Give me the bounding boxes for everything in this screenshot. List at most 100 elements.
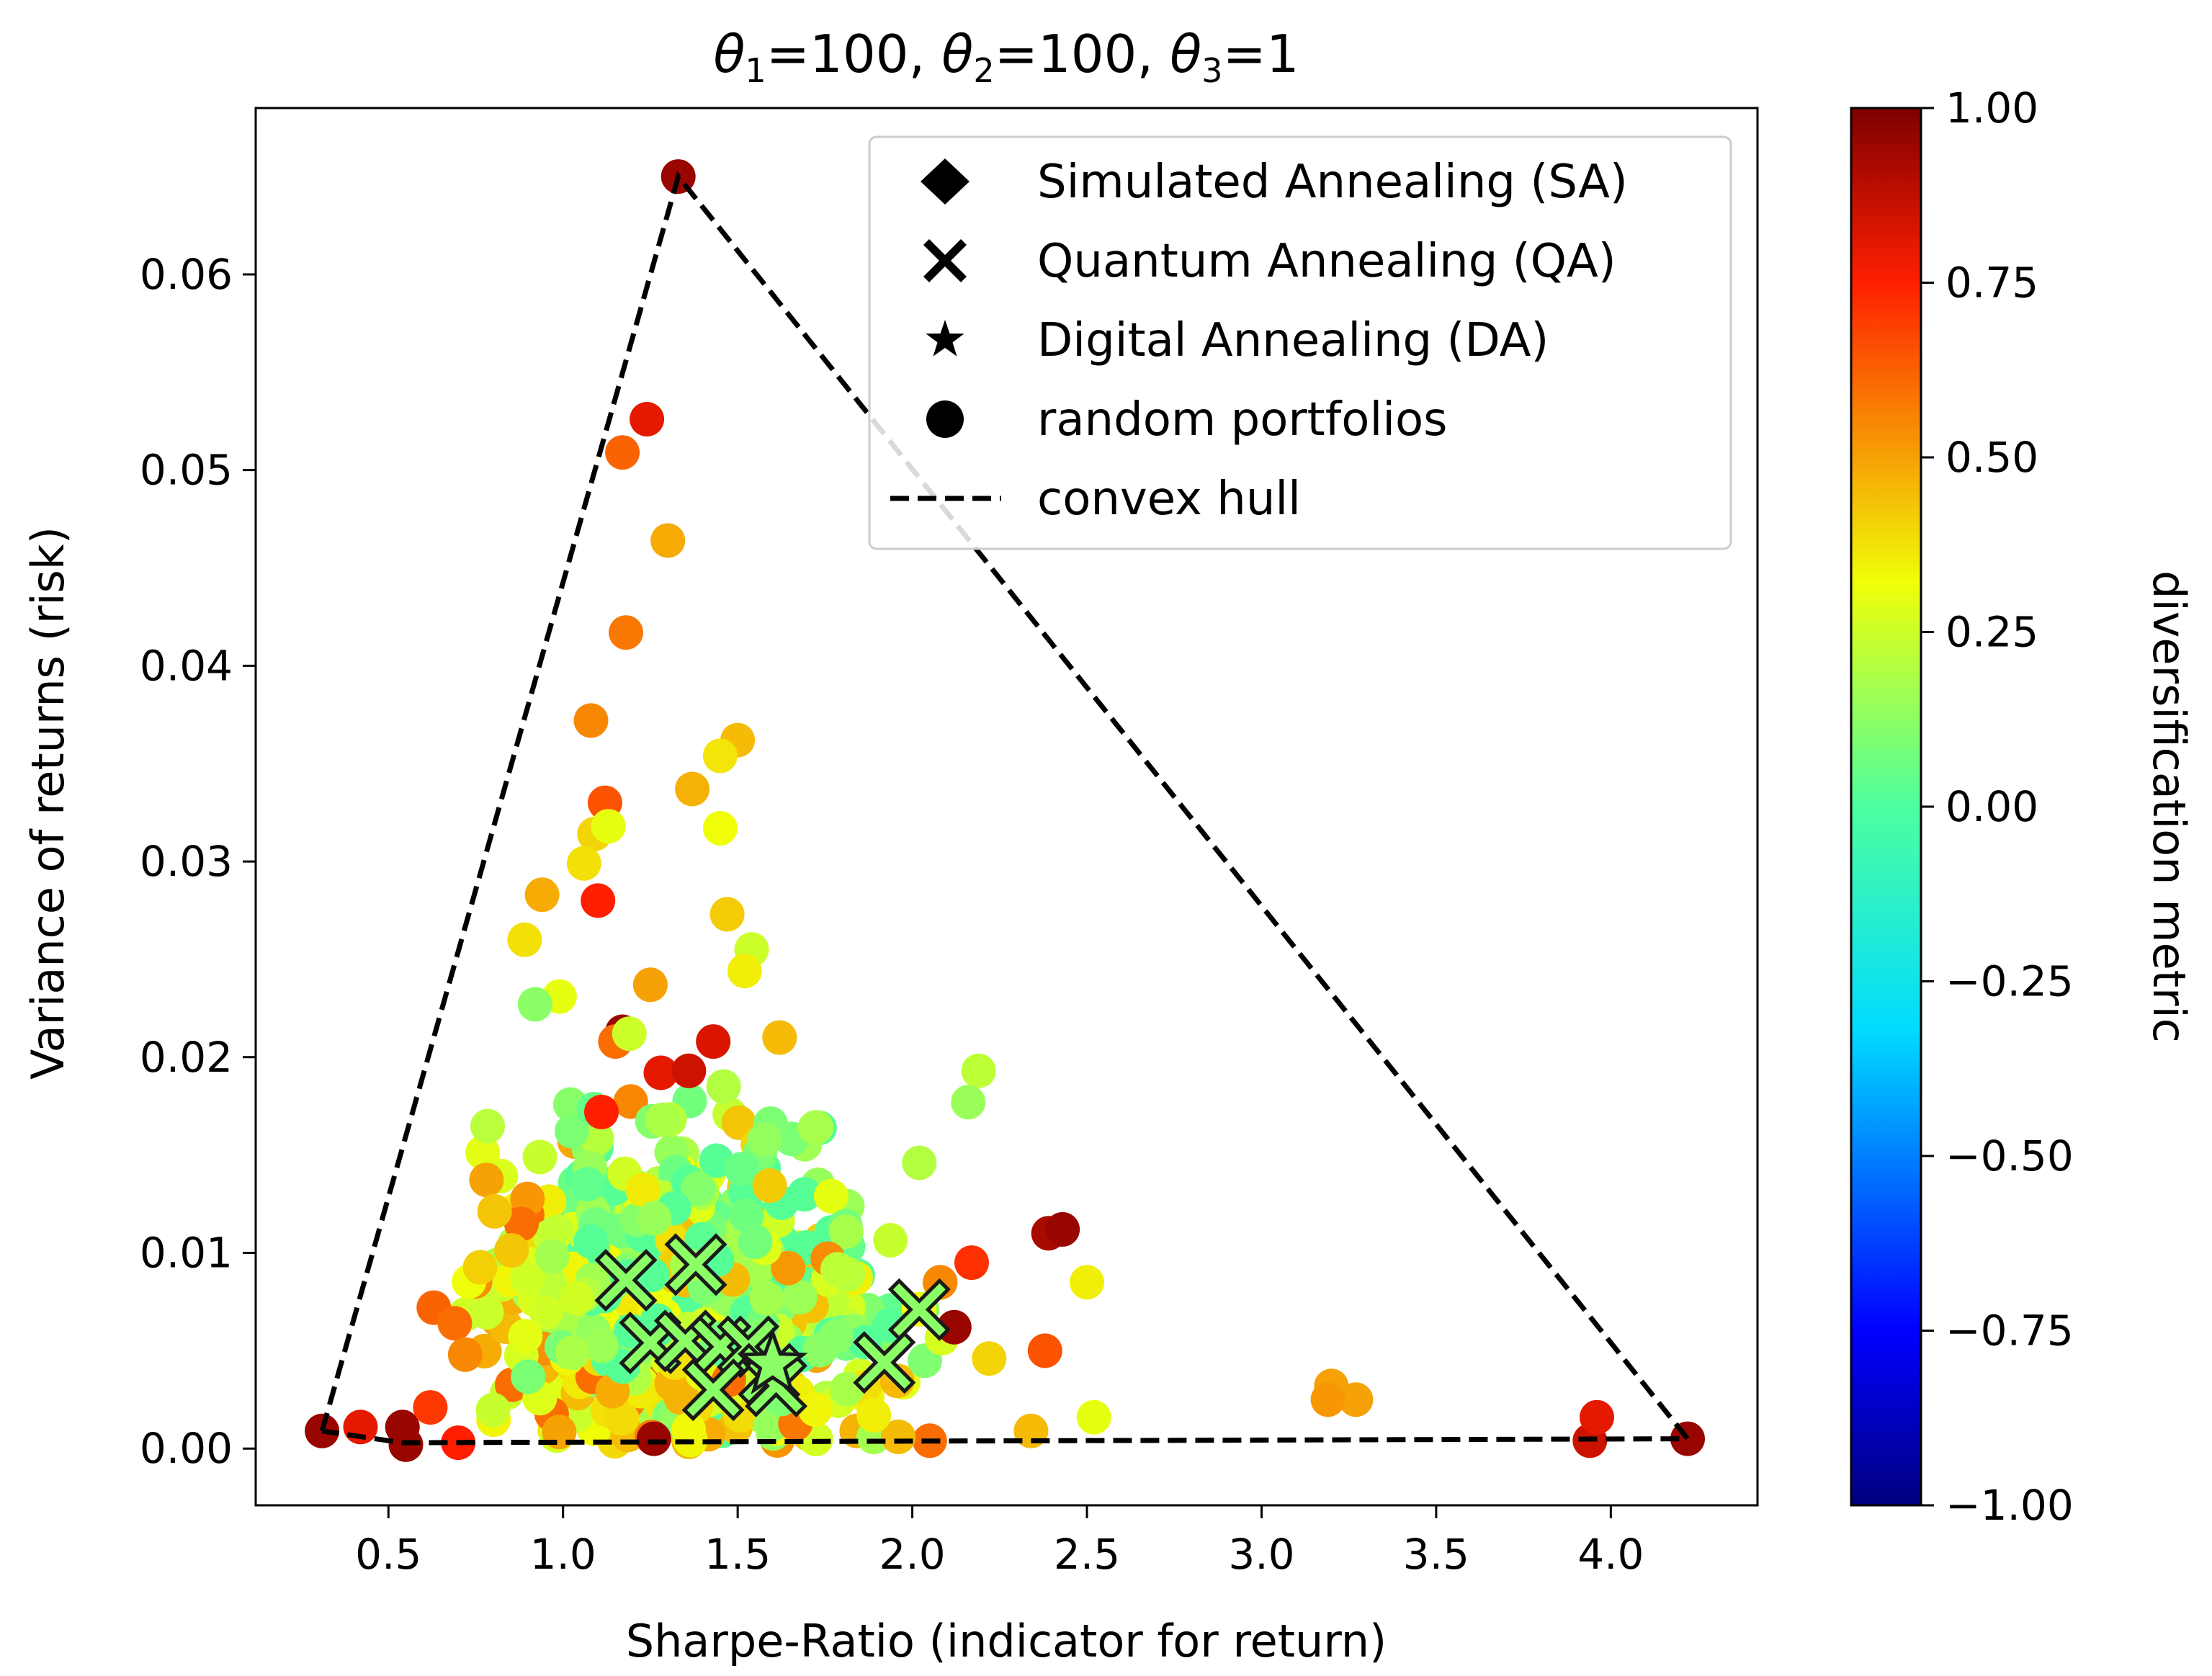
- random-portfolio-point: [873, 1223, 908, 1258]
- y-tick-label: 0.03: [140, 837, 233, 886]
- y-tick-label: 0.02: [140, 1033, 233, 1082]
- random-portfolio-point: [591, 809, 626, 844]
- legend-item-sa: Simulated Annealing (SA): [921, 156, 1628, 209]
- random-portfolio-point: [605, 435, 640, 470]
- random-portfolio-point: [462, 1250, 498, 1285]
- random-portfolio-point: [1338, 1382, 1374, 1417]
- random-portfolio-point: [725, 1152, 759, 1187]
- x-tick-label: 2.0: [879, 1530, 945, 1579]
- legend-label-qa: Quantum Annealing (QA): [1037, 235, 1616, 288]
- random-portfolio-point: [1310, 1382, 1345, 1417]
- random-portfolio-point: [508, 1319, 543, 1354]
- plot-frame: [254, 107, 1759, 1507]
- legend-item-qa: Quantum Annealing (QA): [923, 235, 1616, 288]
- random-portfolio-point: [702, 810, 738, 846]
- random-portfolio-point: [517, 987, 552, 1022]
- colorbar-tick-label: −0.75: [1945, 1307, 2074, 1355]
- random-portfolios-outliers: [305, 159, 1705, 1462]
- random-portfolio-point: [612, 1016, 647, 1052]
- legend-item-random: random portfolios: [926, 393, 1448, 447]
- random-portfolio-point: [477, 1193, 512, 1229]
- quantum-annealing-point: [681, 1358, 745, 1422]
- x-tick-label: 4.0: [1577, 1530, 1644, 1579]
- random-portfolio-point: [625, 1172, 661, 1207]
- random-portfolio-point: [507, 922, 542, 957]
- random-portfolio-point: [738, 1224, 773, 1260]
- random-portfolio-point: [573, 703, 609, 738]
- random-portfolio-point: [771, 1250, 806, 1286]
- y-tick-label: 0.00: [140, 1424, 233, 1473]
- legend-label-da: Digital Annealing (DA): [1037, 314, 1549, 367]
- random-portfolio-point: [413, 1390, 448, 1425]
- random-portfolio-point: [650, 523, 686, 558]
- random-portfolio-point: [609, 615, 643, 650]
- x-tick-label: 1.0: [530, 1530, 596, 1579]
- random-portfolio-point: [1076, 1399, 1111, 1435]
- y-tick-label: 0.05: [140, 446, 233, 495]
- quantum-annealing-point: [594, 1248, 658, 1312]
- random-portfolio-point: [637, 1201, 672, 1236]
- random-portfolio-point: [1027, 1333, 1062, 1368]
- random-portfolio-point: [729, 1198, 764, 1233]
- quantum-annealing-point: [887, 1278, 951, 1341]
- legend-label-random: random portfolios: [1037, 393, 1448, 447]
- random-portfolio-point: [529, 1294, 564, 1330]
- x-axis-ticks: 0.5 1.0 1.5 2.0 2.5 3.0 3.5 4.0: [355, 1505, 1644, 1579]
- y-axis-label: Variance of returns (risk): [22, 526, 74, 1080]
- colorbar-tick-label: −1.00: [1945, 1481, 2074, 1530]
- random-portfolio-point: [555, 1335, 590, 1371]
- x-tick-label: 0.5: [355, 1530, 421, 1579]
- random-portfolio-point: [475, 1392, 511, 1428]
- y-tick-label: 0.04: [140, 641, 233, 690]
- convex-hull-line: [319, 171, 1693, 1446]
- random-portfolio-point: [961, 1053, 996, 1088]
- colorbar-tick-label: −0.25: [1945, 957, 2074, 1006]
- y-tick-label: 0.01: [140, 1228, 233, 1277]
- x-tick-label: 2.5: [1054, 1530, 1120, 1579]
- random-portfolio-point: [522, 1139, 558, 1175]
- random-portfolio-point: [632, 967, 668, 1003]
- x-tick-label: 3.5: [1403, 1530, 1469, 1579]
- random-portfolio-point: [581, 883, 616, 918]
- random-portfolio-point: [584, 1094, 619, 1129]
- random-portfolio-point: [573, 1224, 609, 1259]
- random-portfolio-point: [1045, 1211, 1080, 1247]
- random-portfolio-point: [645, 1102, 681, 1137]
- random-portfolio-point: [385, 1410, 420, 1445]
- random-portfolio-point: [1070, 1265, 1104, 1300]
- random-portfolio-point: [856, 1398, 892, 1433]
- diamond-icon: [921, 158, 970, 205]
- x-marker-icon: [923, 239, 967, 282]
- colorbar-tick-label: −0.50: [1945, 1131, 2074, 1180]
- random-portfolio-point: [706, 1069, 741, 1104]
- colorbar-label: diversification metric: [2143, 570, 2195, 1043]
- legend-frame: [868, 135, 1732, 550]
- random-portfolio-point: [469, 1162, 504, 1198]
- x-tick-label: 1.5: [704, 1530, 771, 1579]
- random-portfolio-point: [503, 1206, 539, 1242]
- random-portfolio-point: [954, 1245, 989, 1281]
- random-portfolio-point: [510, 1261, 545, 1296]
- random-portfolio-point: [437, 1306, 473, 1341]
- random-portfolio-point: [566, 846, 601, 881]
- random-portfolio-point: [470, 1108, 505, 1144]
- random-portfolio-point: [584, 1328, 619, 1363]
- colorbar-tick-label: 0.50: [1945, 433, 2038, 482]
- random-portfolio-point: [818, 1319, 854, 1354]
- colorbar: 1.00 0.75 0.50 0.25 0.00 −0.25 −0.50 −0.75 −1.00…: [1850, 84, 2195, 1530]
- random-portfolio-point: [636, 1421, 671, 1456]
- random-portfolio-point: [524, 877, 560, 913]
- digital-annealing-point: [737, 1327, 808, 1394]
- random-portfolio-point: [1580, 1399, 1614, 1435]
- legend-item-hull: convex hull: [890, 472, 1301, 526]
- colorbar-tick-label: 0.25: [1945, 608, 2038, 657]
- random-portfolio-point: [797, 1110, 833, 1145]
- random-portfolio-point: [797, 1392, 833, 1427]
- random-portfolio-point: [828, 1214, 864, 1250]
- random-portfolio-point: [681, 1171, 716, 1206]
- random-portfolio-point: [902, 1145, 937, 1180]
- random-portfolio-point: [465, 1135, 501, 1170]
- random-portfolio-point: [570, 1167, 605, 1201]
